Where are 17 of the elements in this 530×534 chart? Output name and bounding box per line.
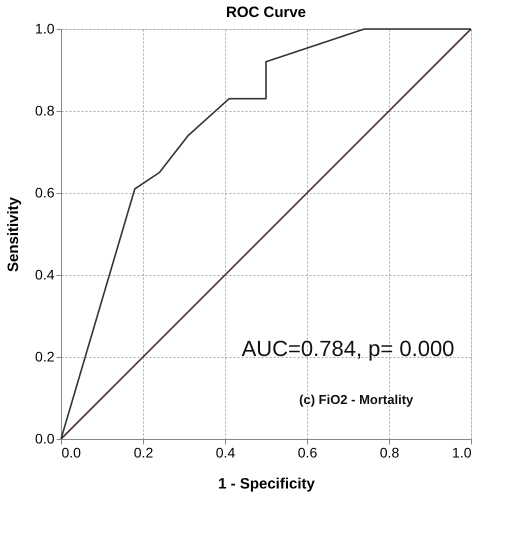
x-axis-title: 1 - Specificity: [218, 476, 316, 492]
annotation: (c) FiO2 - Mortality: [299, 392, 414, 408]
y-tick-label: 0.8: [35, 102, 55, 118]
y-tick-label: 0.6: [35, 184, 55, 200]
annotation: AUC=0.784, p= 0.000: [242, 336, 454, 361]
y-tick-label: 0.2: [35, 348, 55, 364]
x-tick-label: 1.0: [452, 444, 472, 460]
y-tick-label: 0.4: [35, 266, 55, 282]
x-tick-label: 0.8: [380, 444, 400, 460]
y-tick-label: 1.0: [35, 20, 55, 36]
chart-title: ROC Curve: [226, 4, 306, 21]
y-axis-title: Sensitivity: [5, 196, 22, 272]
x-tick-label: 0.4: [216, 444, 236, 460]
x-tick-label: 0.0: [62, 444, 82, 460]
x-tick-label: 0.2: [134, 444, 154, 460]
x-tick-label: 0.6: [298, 444, 318, 460]
y-tick-label: 0.0: [35, 430, 55, 446]
